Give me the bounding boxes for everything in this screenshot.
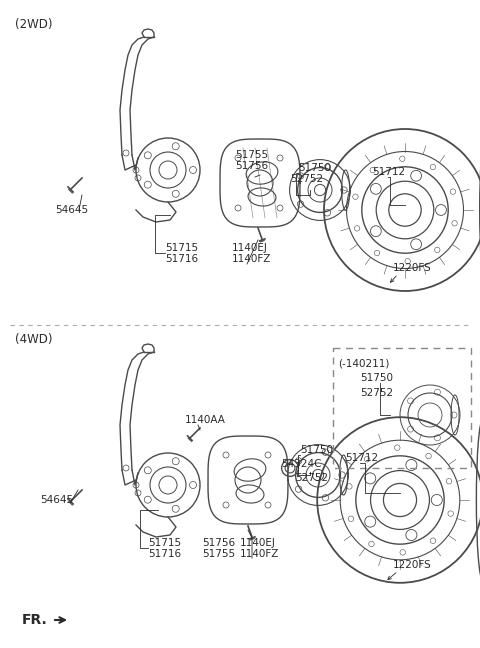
Text: FR.: FR. (22, 613, 48, 627)
Text: 1140EJ: 1140EJ (240, 538, 276, 548)
Text: 51715: 51715 (165, 243, 198, 253)
Text: 54324C: 54324C (281, 459, 322, 469)
Text: 51712: 51712 (345, 453, 378, 463)
Text: 51750: 51750 (300, 445, 333, 455)
Text: 51715: 51715 (148, 538, 181, 548)
Text: 51755: 51755 (235, 150, 268, 160)
Text: 1140FZ: 1140FZ (240, 549, 279, 559)
Text: 51716: 51716 (148, 549, 181, 559)
Text: 51756: 51756 (202, 538, 235, 548)
Text: 51756: 51756 (235, 161, 268, 171)
Text: (2WD): (2WD) (15, 18, 52, 31)
Text: 51712: 51712 (372, 167, 405, 177)
Text: 54645: 54645 (55, 205, 88, 215)
Text: 51716: 51716 (165, 254, 198, 264)
Text: 51750: 51750 (360, 373, 393, 383)
Text: 1140AA: 1140AA (185, 415, 226, 425)
Text: 54645: 54645 (40, 495, 73, 505)
Text: 1140FZ: 1140FZ (232, 254, 271, 264)
Text: 1220FS: 1220FS (393, 263, 432, 273)
Text: 51755: 51755 (202, 549, 235, 559)
Text: 51750: 51750 (298, 163, 331, 173)
Text: 52752: 52752 (290, 174, 323, 184)
Text: 1220FS: 1220FS (393, 560, 432, 570)
Text: 1140EJ: 1140EJ (232, 243, 268, 253)
Text: (4WD): (4WD) (15, 333, 52, 346)
Text: (-140211): (-140211) (338, 358, 389, 368)
Text: 52752: 52752 (360, 388, 393, 398)
Text: 52752: 52752 (295, 473, 328, 483)
